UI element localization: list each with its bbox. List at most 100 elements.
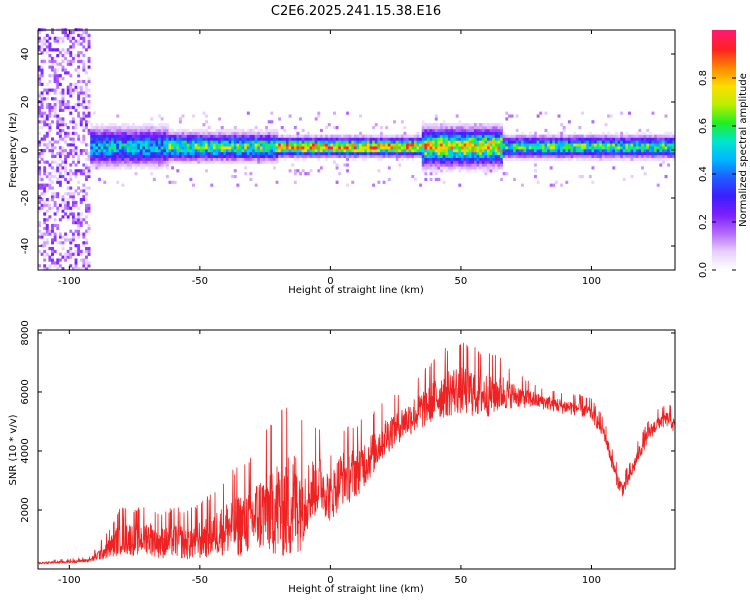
spectrogram-cell (45, 267, 49, 271)
spectrogram-cell (549, 143, 553, 147)
spectrogram-cell (502, 146, 506, 150)
spectrogram-cell (510, 149, 514, 153)
spectrogram-cell (147, 134, 151, 138)
spectrogram-cell (87, 111, 91, 115)
spectrogram-cell (66, 192, 70, 196)
spectrogram-cell (38, 151, 41, 156)
spectrogram-cell (338, 154, 342, 158)
spectrogram-cell (126, 137, 130, 141)
spectrogram-cell (487, 143, 490, 147)
spectrogram-cell (92, 146, 96, 150)
spectrogram-cell (544, 154, 548, 158)
spectrogram-cell (620, 157, 624, 161)
spectrogram-cell (460, 160, 464, 164)
spectrogram-cell (455, 128, 459, 133)
spectrogram-cell (43, 166, 47, 170)
spectrogram-cell (265, 140, 269, 144)
spectrogram-cell (84, 229, 88, 233)
spectrogram-cell (604, 123, 608, 127)
spectrogram-cell (231, 154, 235, 158)
spectrogram-cell (426, 149, 430, 153)
spectrogram-cell (51, 88, 54, 92)
spectrogram-cell (489, 160, 493, 164)
spectrogram-cell (646, 151, 650, 156)
spectrogram-cell (267, 151, 271, 156)
spectrogram-cell (306, 140, 310, 144)
spectrogram-cell (74, 172, 78, 176)
spectrogram-cell (272, 160, 276, 164)
spectrogram-cell (262, 143, 266, 147)
spectrogram-cell (241, 140, 245, 144)
spectrogram-cell (160, 151, 164, 156)
spectrogram-cell (377, 169, 381, 173)
spectrogram-cell (429, 163, 433, 167)
spectrogram-cell (77, 186, 81, 190)
spectrogram-cell (165, 166, 169, 170)
spectrogram-cell (90, 166, 94, 170)
spectrogram-cell (617, 140, 621, 144)
spectrogram-cell (594, 140, 597, 144)
spectrogram-cell (560, 146, 564, 150)
spectrogram-cell (64, 71, 68, 75)
spectrogram-cell (134, 134, 138, 138)
spectrogram-cell (272, 151, 276, 156)
spectrogram-cell (526, 134, 530, 138)
spectrogram-cell (547, 143, 550, 147)
spectrogram-cell (79, 172, 83, 176)
spectrogram-cell (432, 163, 436, 167)
spectrogram-cell (90, 157, 94, 161)
spectrogram-cell (385, 143, 389, 147)
spectrogram-cell (322, 149, 326, 153)
spectrogram-cell (487, 146, 490, 150)
spectrogram-cell (338, 172, 342, 176)
spectrogram-cell (173, 160, 177, 164)
spectrogram-cell (327, 137, 331, 141)
spectrogram-cell (494, 163, 498, 167)
spectrogram-cell (372, 146, 376, 150)
spectrogram-cell (241, 146, 245, 150)
spectrogram-cell (134, 140, 138, 144)
spectrogram-cell (45, 91, 49, 95)
spectrogram-cell (440, 154, 443, 158)
spectrogram-cell (105, 157, 109, 161)
spectrogram-cell (385, 137, 389, 141)
spectrogram-cell (129, 140, 133, 144)
spectrogram-cell (306, 172, 310, 176)
spectrogram-cell (283, 143, 287, 147)
spectrogram-cell (84, 105, 88, 110)
spectrogram-cell (280, 154, 284, 158)
spectrogram-cell (536, 149, 540, 153)
spectrogram-cell (150, 166, 154, 170)
spectrogram-cell (205, 134, 208, 138)
spectrogram-cell (111, 131, 115, 135)
spectrogram-cell (66, 255, 70, 259)
spectrogram-cell (510, 154, 514, 158)
spectrogram-cell (150, 163, 154, 167)
spectrogram-cell (82, 54, 86, 58)
spectrogram-cell (479, 163, 483, 167)
spectrogram-cell (178, 131, 182, 135)
spectrogram-cell (56, 131, 60, 135)
colorbar-stripe (712, 238, 736, 241)
spectrogram-cell (160, 131, 164, 135)
spectrogram-cell (633, 140, 637, 144)
spectrogram-cell (71, 215, 75, 219)
spectrogram-cell (505, 134, 509, 138)
spectrogram-cell (45, 102, 49, 107)
spectrogram-cell (69, 238, 73, 242)
spectrogram-cell (296, 131, 300, 135)
spectrogram-cell (108, 154, 112, 158)
spectrogram-cell (528, 140, 532, 144)
spectrogram-cell (515, 157, 519, 161)
spectrogram-cell (53, 223, 57, 228)
spectrogram-cell (348, 151, 352, 156)
spectrogram-cell (468, 160, 472, 164)
spectrogram-cell (116, 166, 120, 170)
spectrogram-cell (338, 151, 342, 156)
spectrogram-cell (466, 137, 470, 141)
spectrogram-cell (588, 157, 592, 161)
spectrogram-cell (403, 131, 407, 135)
spectrogram-cell (165, 137, 169, 141)
spectrogram-cell (168, 160, 172, 164)
spectrogram-cell (445, 149, 449, 153)
